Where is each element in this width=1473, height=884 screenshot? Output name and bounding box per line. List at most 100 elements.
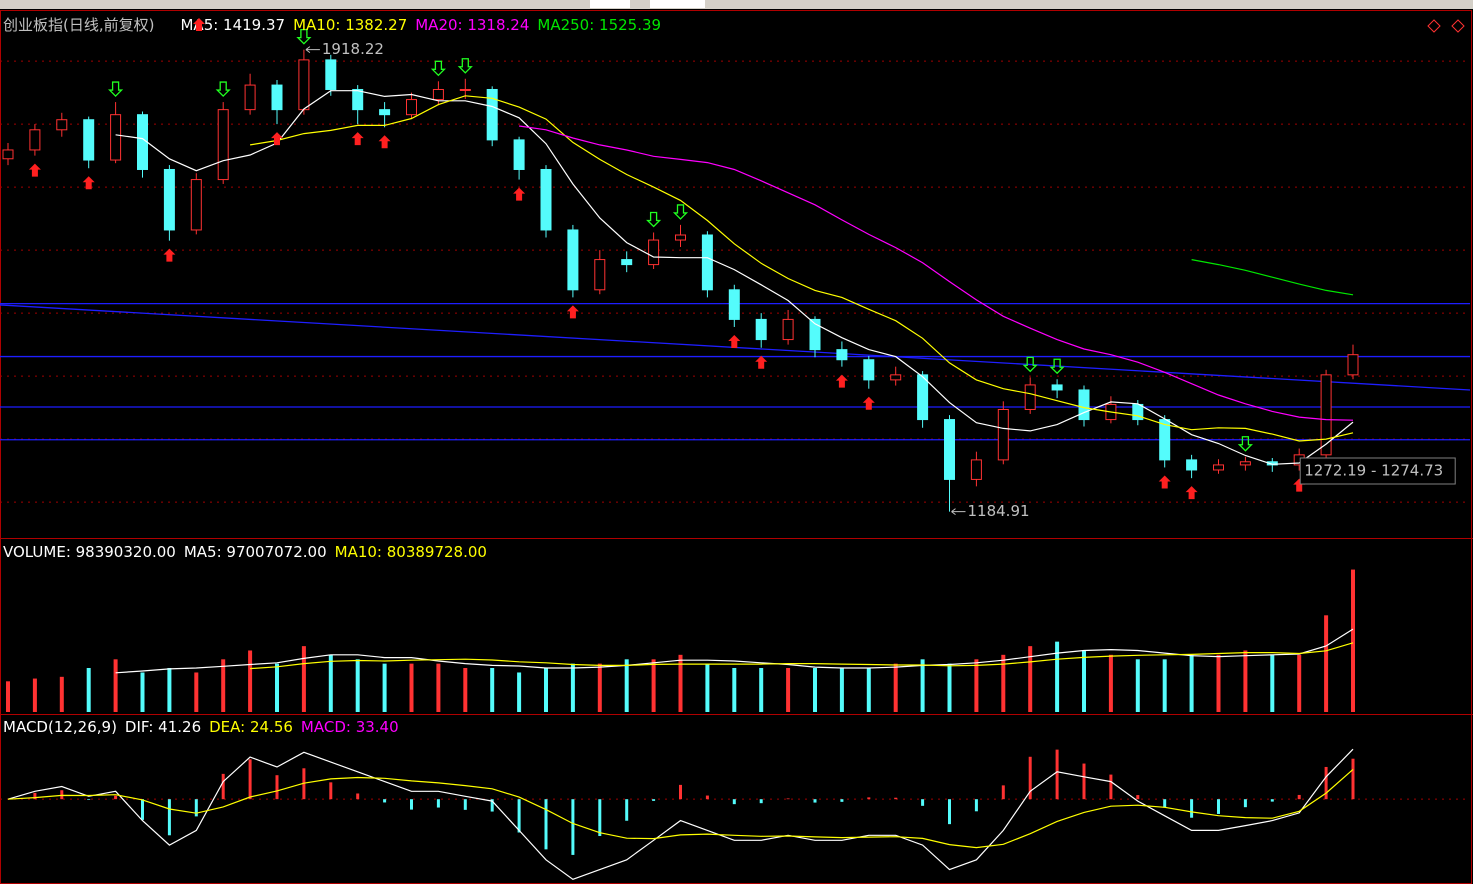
- macd-bar: [598, 799, 602, 837]
- candle-body: [432, 88, 444, 101]
- candle-body: [406, 99, 417, 116]
- volume-bar: [1351, 569, 1355, 712]
- macd-line: [7, 748, 1354, 880]
- macd-bar: [974, 799, 978, 812]
- annotation: 1184.91: [968, 502, 1030, 520]
- annotation: 1918.22: [322, 40, 384, 58]
- candle-body: [2, 149, 14, 160]
- candle-body: [675, 234, 686, 241]
- candle-body: [513, 139, 525, 170]
- candle-body: [1051, 384, 1063, 391]
- annotation-arrow: [951, 508, 966, 515]
- toolbar-tab[interactable]: [590, 0, 630, 8]
- ma-line: [519, 125, 1354, 421]
- volume-bar: [920, 659, 925, 712]
- macd-bar: [867, 797, 871, 800]
- buy-arrow: [271, 132, 283, 146]
- ma-line: [250, 95, 1354, 442]
- legend-item: MA5: 1419.37: [180, 16, 285, 34]
- candle-body: [1213, 464, 1224, 471]
- volume-bar: [6, 681, 10, 712]
- candle-body: [970, 459, 982, 480]
- candle-body: [1239, 461, 1251, 466]
- volume-bar: [839, 667, 844, 712]
- candle-body: [917, 374, 929, 421]
- candle-body: [863, 359, 875, 381]
- window-buttons[interactable]: [1427, 19, 1465, 33]
- macd-bar: [840, 799, 844, 802]
- volume-bar: [1270, 654, 1275, 712]
- macd-bar: [1028, 756, 1032, 800]
- macd-bar: [221, 773, 225, 800]
- candle-body: [379, 109, 391, 116]
- buy-arrow: [351, 132, 364, 146]
- macd-bar: [356, 793, 360, 800]
- candle-body: [755, 318, 767, 341]
- volume-ma-line: [250, 642, 1354, 670]
- candle-body: [1266, 461, 1278, 466]
- volume-ma-line: [115, 628, 1354, 674]
- sell-arrow: [430, 60, 446, 77]
- buy-arrow: [163, 248, 176, 262]
- buy-arrow: [835, 374, 848, 388]
- volume-bar: [436, 663, 441, 712]
- sell-arrow: [457, 58, 473, 74]
- volume-bar: [678, 654, 683, 712]
- candle-body: [1320, 374, 1332, 456]
- legend-item: DEA: 24.56: [209, 718, 293, 736]
- candle-body: [809, 318, 821, 351]
- macd-bar: [1243, 799, 1247, 808]
- annotation-arrow: [305, 46, 320, 54]
- volume-bar: [705, 663, 710, 712]
- macd-bar: [141, 799, 144, 820]
- macd-bar: [1082, 763, 1086, 800]
- legend-item: VOLUME: 98390320.00: [3, 543, 176, 561]
- macd-bar: [248, 759, 252, 800]
- macd-bar: [60, 790, 64, 800]
- volume-bar: [59, 676, 64, 712]
- candle-body: [56, 119, 68, 131]
- candle-body: [1347, 354, 1359, 376]
- volume-bar: [517, 672, 522, 712]
- macd-bar: [759, 799, 763, 804]
- candle-body: [190, 179, 202, 231]
- macd-bar: [1351, 758, 1355, 800]
- volume-bar: [140, 672, 145, 712]
- volume-bar: [409, 663, 414, 712]
- macd-bar: [948, 799, 951, 825]
- volume-bar: [463, 667, 468, 712]
- candle-body: [271, 84, 283, 111]
- ma-line: [115, 90, 1354, 465]
- macd-bar: [786, 798, 790, 800]
- macd-bar: [275, 775, 279, 800]
- candle-body: [29, 129, 41, 151]
- buy-arrow: [28, 163, 41, 177]
- volume-bar: [759, 667, 764, 712]
- sell-arrow: [646, 211, 662, 228]
- macd-bar: [463, 799, 467, 810]
- macd-bar: [1163, 799, 1167, 808]
- candle-body: [325, 59, 337, 90]
- volume-bar: [382, 663, 387, 712]
- candle-body: [621, 259, 633, 266]
- toolbar-tab[interactable]: [650, 0, 705, 8]
- macd-bar: [167, 799, 171, 836]
- volume-bar: [1135, 659, 1140, 712]
- buy-arrow: [513, 187, 526, 201]
- candle-body: [352, 88, 364, 111]
- buy-arrow: [378, 135, 391, 149]
- volume-bar: [248, 650, 253, 712]
- macd-bar: [383, 799, 387, 803]
- legend-item: MA250: 1525.39: [537, 16, 661, 34]
- candle-body: [567, 229, 579, 291]
- macd-bar: [679, 784, 682, 800]
- volume-bar: [355, 659, 360, 712]
- sell-arrow: [1049, 358, 1065, 375]
- candle-body: [648, 239, 660, 266]
- candle-body: [997, 408, 1009, 461]
- candle-body: [459, 88, 471, 91]
- macd-bar: [732, 799, 736, 805]
- volume-bar: [275, 663, 279, 712]
